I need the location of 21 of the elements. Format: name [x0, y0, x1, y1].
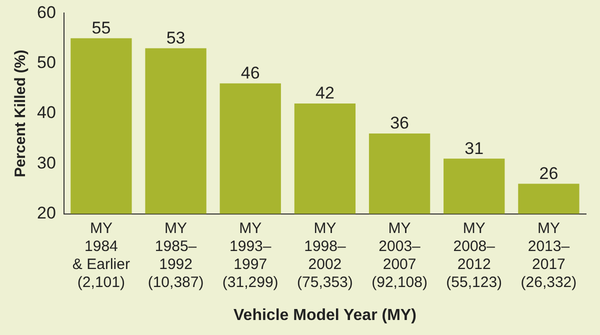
y-axis-title: Percent Killed (%) [12, 50, 30, 178]
y-tick-label: 40 [36, 103, 56, 122]
data-label: 26 [539, 164, 558, 183]
x-tick-label: MY 1998– 2002 (75,353) [297, 220, 353, 291]
data-label: 55 [92, 18, 111, 38]
y-tick-label: 30 [36, 153, 56, 172]
x-tick-label: MY 1993– 1997 (31,299) [222, 220, 278, 291]
y-tick-label: 50 [36, 53, 56, 72]
x-axis-title: Vehicle Model Year (MY) [234, 306, 416, 324]
x-tick-label: MY 2003– 2007 (92,108) [372, 220, 428, 291]
y-tick-label: 20 [36, 203, 56, 222]
data-label: 36 [390, 114, 409, 133]
x-tick-label: MY 2013– 2017 (26,332) [520, 220, 577, 291]
data-label: 46 [240, 64, 260, 83]
x-tick-label: MY 2008– 2012 (55,123) [446, 220, 502, 291]
data-label: 53 [166, 28, 186, 48]
y-tick-label: 60 [36, 2, 56, 22]
data-label: 31 [464, 138, 484, 158]
data-label: 42 [315, 84, 334, 103]
x-tick-label: MY 1984 & Earlier (2,101) [72, 220, 130, 291]
x-tick-label: MY 1985– 1992 (10,387) [148, 220, 204, 291]
